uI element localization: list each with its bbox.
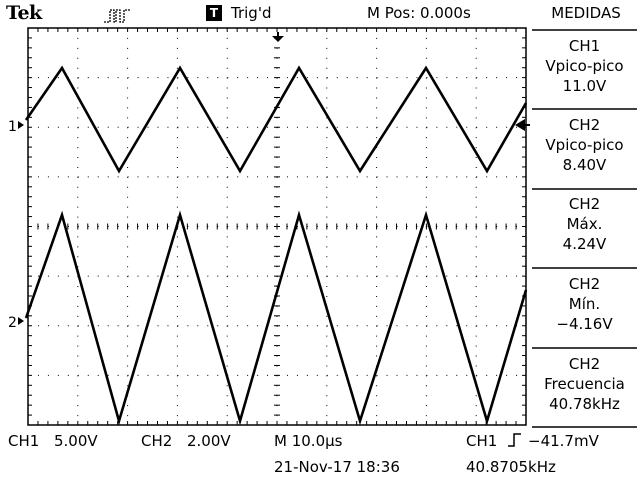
measurement-1-type: Vpico-pico xyxy=(545,57,624,75)
measure-panel-dividers xyxy=(532,29,637,428)
measurement-4-value: −4.16V xyxy=(556,315,613,333)
ch2-scale: 2.00V xyxy=(187,432,231,450)
measurement-5[interactable]: CH2 Frecuencia 40.78kHz xyxy=(532,354,637,414)
ch1-waveform xyxy=(24,65,528,174)
ch1-label: CH1 xyxy=(8,432,40,450)
ch2-waveform xyxy=(24,210,528,426)
ch2-marker: 2 xyxy=(8,315,17,331)
trigger-badge: T xyxy=(206,5,222,21)
measurement-1-value: 11.0V xyxy=(562,77,607,95)
measurement-2[interactable]: CH2 Vpico-pico 8.40V xyxy=(532,115,637,175)
trigger-level: −41.7mV xyxy=(528,432,599,450)
measurement-5-type: Frecuencia xyxy=(544,375,625,393)
ch1-scale: 5.00V xyxy=(54,432,98,450)
datetime: 21-Nov-17 18:36 xyxy=(274,458,400,476)
graticule xyxy=(27,27,527,426)
measurement-5-channel: CH2 xyxy=(568,355,601,373)
trigger-level-arrow-icon xyxy=(515,119,525,131)
measurement-3[interactable]: CH2 Máx. 4.24V xyxy=(532,194,637,254)
measurement-3-value: 4.24V xyxy=(562,235,607,253)
measurement-3-type: Máx. xyxy=(566,215,603,233)
trigger-frequency: 40.8705kHz xyxy=(466,458,556,476)
timebase-readout: M 10.0µs xyxy=(274,432,343,450)
main-position-readout: M Pos: 0.000s xyxy=(367,4,471,22)
measurement-4-channel: CH2 xyxy=(568,275,601,293)
trigger-source: CH1 xyxy=(466,432,498,450)
brand-logo: Tek xyxy=(6,2,42,24)
measurement-4-type: Mín. xyxy=(568,295,601,313)
measurement-5-value: 40.78kHz xyxy=(549,395,620,413)
trigger-position-arrow-icon xyxy=(272,32,284,42)
measure-panel-title[interactable]: MEDIDAS xyxy=(551,4,621,22)
measurement-2-value: 8.40V xyxy=(562,156,607,174)
trigger-status: Trig'd xyxy=(231,4,272,22)
ch2-label: CH2 xyxy=(141,432,173,450)
rising-edge-icon xyxy=(508,433,521,447)
pulse-run-icon xyxy=(104,9,130,23)
ch1-marker: 1 xyxy=(8,119,17,135)
measurement-3-channel: CH2 xyxy=(568,195,601,213)
measurement-4[interactable]: CH2 Mín. −4.16V xyxy=(532,274,637,334)
measurement-2-channel: CH2 xyxy=(568,116,601,134)
measurement-1[interactable]: CH1 Vpico-pico 11.0V xyxy=(532,36,637,96)
measurement-2-type: Vpico-pico xyxy=(545,136,624,154)
measurement-1-channel: CH1 xyxy=(568,37,601,55)
